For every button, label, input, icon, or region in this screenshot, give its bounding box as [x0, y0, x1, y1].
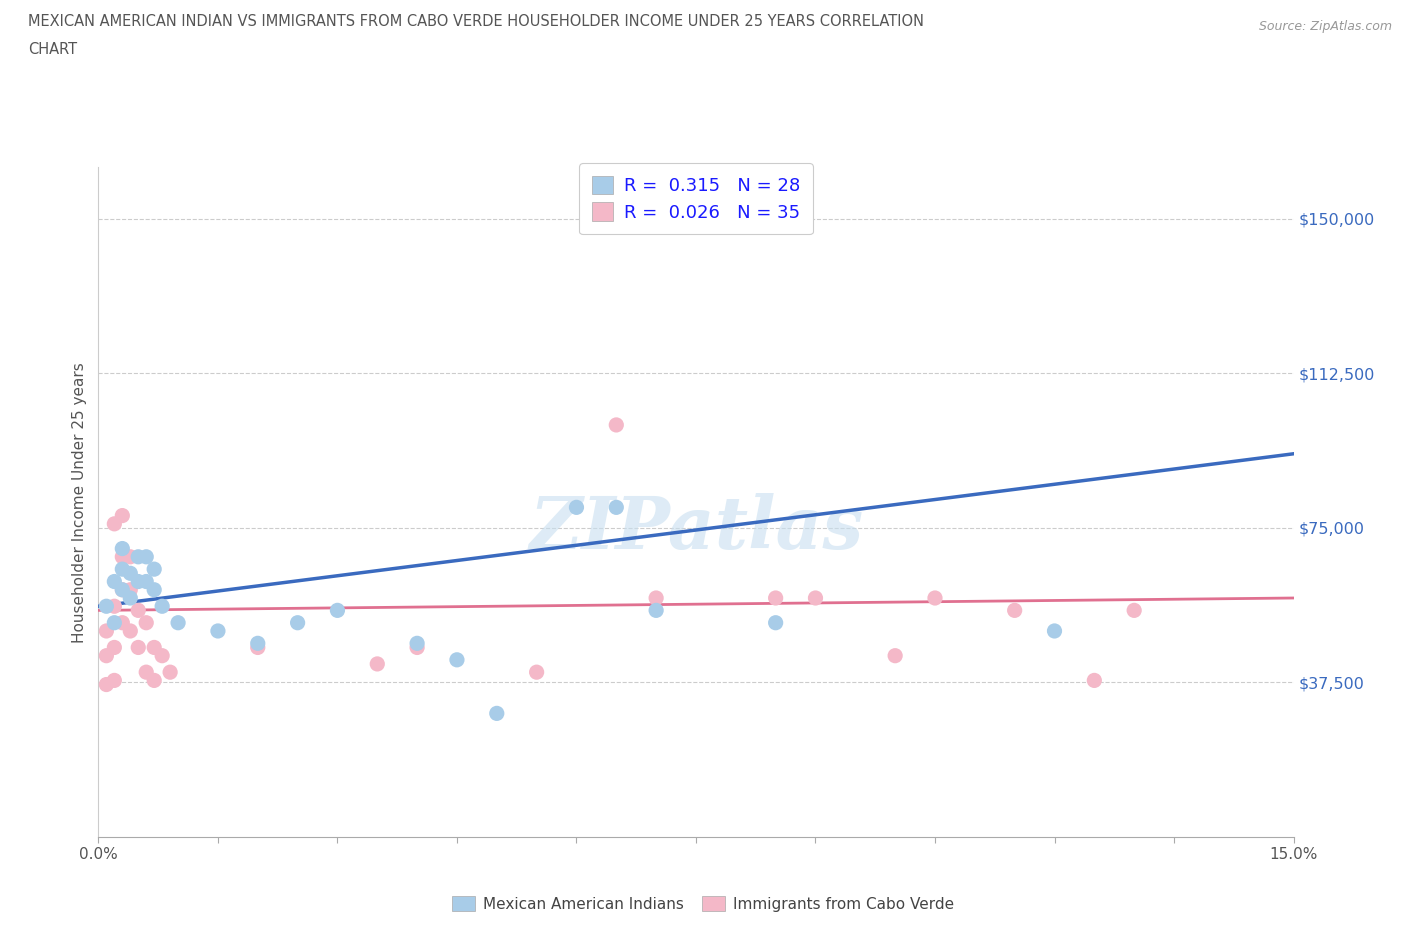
Point — [135, 616, 157, 631]
Point — [446, 652, 468, 667]
Point — [103, 673, 125, 688]
Point — [135, 665, 157, 680]
Legend: Mexican American Indians, Immigrants from Cabo Verde: Mexican American Indians, Immigrants fro… — [446, 890, 960, 918]
Point — [406, 636, 429, 651]
Point — [143, 640, 166, 655]
Point — [605, 418, 627, 432]
Point — [120, 623, 142, 638]
Point — [96, 623, 118, 638]
Point — [143, 673, 166, 688]
Text: CHART: CHART — [28, 42, 77, 57]
Point — [326, 603, 349, 618]
Point — [485, 706, 508, 721]
Point — [111, 508, 134, 523]
Point — [159, 665, 181, 680]
Point — [111, 582, 134, 597]
Point — [127, 574, 149, 589]
Point — [103, 616, 125, 631]
Point — [1123, 603, 1146, 618]
Point — [111, 541, 134, 556]
Point — [111, 582, 134, 597]
Point — [96, 648, 118, 663]
Point — [103, 516, 125, 531]
Point — [111, 562, 134, 577]
Point — [150, 648, 173, 663]
Point — [96, 599, 118, 614]
Point — [526, 665, 548, 680]
Point — [207, 623, 229, 638]
Point — [120, 565, 142, 580]
Point — [1004, 603, 1026, 618]
Point — [246, 636, 269, 651]
Point — [804, 591, 827, 605]
Point — [765, 616, 787, 631]
Point — [111, 616, 134, 631]
Point — [406, 640, 429, 655]
Point — [135, 574, 157, 589]
Point — [127, 603, 149, 618]
Point — [765, 591, 787, 605]
Point — [120, 591, 142, 605]
Point — [127, 640, 149, 655]
Text: MEXICAN AMERICAN INDIAN VS IMMIGRANTS FROM CABO VERDE HOUSEHOLDER INCOME UNDER 2: MEXICAN AMERICAN INDIAN VS IMMIGRANTS FR… — [28, 14, 924, 29]
Point — [167, 616, 190, 631]
Point — [884, 648, 907, 663]
Point — [1083, 673, 1105, 688]
Point — [565, 500, 588, 515]
Point — [645, 603, 668, 618]
Point — [111, 550, 134, 565]
Point — [127, 550, 149, 565]
Point — [120, 582, 142, 597]
Point — [96, 677, 118, 692]
Point — [287, 616, 309, 631]
Point — [605, 500, 627, 515]
Text: ZIPatlas: ZIPatlas — [529, 494, 863, 565]
Point — [246, 640, 269, 655]
Point — [103, 640, 125, 655]
Point — [645, 591, 668, 605]
Point — [143, 562, 166, 577]
Text: Source: ZipAtlas.com: Source: ZipAtlas.com — [1258, 20, 1392, 33]
Point — [103, 574, 125, 589]
Point — [366, 657, 388, 671]
Legend: R =  0.315   N = 28, R =  0.026   N = 35: R = 0.315 N = 28, R = 0.026 N = 35 — [579, 163, 813, 234]
Point — [1043, 623, 1066, 638]
Point — [120, 550, 142, 565]
Point — [103, 599, 125, 614]
Point — [135, 550, 157, 565]
Point — [924, 591, 946, 605]
Y-axis label: Householder Income Under 25 years: Householder Income Under 25 years — [72, 362, 87, 643]
Point — [150, 599, 173, 614]
Point — [143, 582, 166, 597]
